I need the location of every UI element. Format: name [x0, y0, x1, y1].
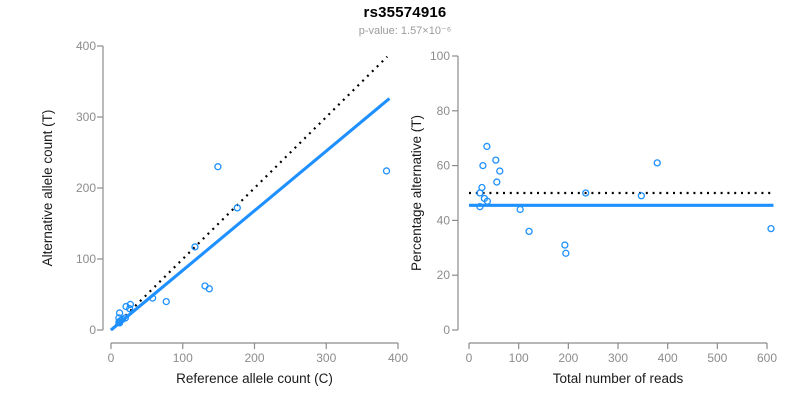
data-point: [476, 203, 484, 211]
y-axis-title: Percentage alternative (T): [409, 115, 424, 271]
data-point: [126, 300, 135, 309]
data-point: [483, 197, 492, 205]
data-point: [492, 156, 500, 164]
data-point: [382, 167, 391, 175]
data-point: [233, 204, 241, 212]
data-point: [205, 285, 213, 293]
data-point: [115, 309, 124, 317]
y-tick-label: 200: [76, 181, 96, 195]
data-point: [126, 305, 134, 313]
data-point: [637, 192, 646, 200]
y-tick-label: 100: [76, 252, 96, 266]
allele-counts-plot: 0 100 200 300 400 0 100 200 300 400 Reference alle…: [40, 39, 408, 386]
data-point: [561, 241, 569, 249]
x-tick-label: 600: [757, 351, 777, 365]
fit-line: [110, 97, 391, 332]
data-point: [214, 163, 222, 171]
identity-line: [110, 55, 389, 331]
y-tick-label: 60: [437, 159, 451, 173]
x-tick-label: 100: [173, 351, 193, 365]
y-tick-label: 80: [437, 104, 451, 118]
x-axis-title: Reference allele count (C): [176, 371, 333, 386]
x-tick-label: 0: [108, 351, 115, 365]
x-tick-label: 300: [608, 351, 628, 365]
y-tick-label: 300: [76, 110, 96, 124]
data-point: [582, 189, 590, 197]
x-tick-label: 400: [388, 351, 408, 365]
data-point: [562, 249, 570, 257]
y-tick-label: 20: [437, 268, 451, 282]
data-point: [148, 294, 157, 302]
y-axis-title: Alternative allele count (T): [40, 110, 55, 267]
y-tick-label: 0: [443, 323, 450, 337]
y-tick-label: 40: [437, 213, 451, 227]
x-tick-label: 200: [558, 351, 578, 365]
y-tick-label: 100: [430, 49, 450, 63]
x-tick-label: 400: [658, 351, 678, 365]
percentage-vs-reads-plot: 0 20 40 60 80 100 0 100 200 300 400 500 600 Total num…: [409, 49, 777, 386]
y-tick-label: 0: [89, 323, 96, 337]
data-point: [516, 205, 524, 214]
x-tick-label: 0: [466, 351, 473, 365]
y-tick-label: 400: [76, 39, 96, 53]
x-tick-label: 300: [316, 351, 336, 365]
data-point: [496, 167, 504, 175]
data-point: [767, 224, 775, 233]
data-point: [483, 142, 491, 151]
data-point: [115, 314, 123, 322]
data-point: [191, 243, 199, 251]
x-tick-label: 200: [244, 351, 264, 365]
data-point: [479, 161, 487, 170]
data-point: [525, 227, 533, 236]
x-axis-title: Total number of reads: [553, 371, 684, 386]
x-tick-label: 100: [509, 351, 529, 365]
data-point: [478, 183, 486, 192]
x-tick-label: 500: [707, 351, 727, 365]
data-point: [493, 178, 501, 186]
data-point: [162, 297, 170, 306]
data-point: [653, 159, 661, 167]
